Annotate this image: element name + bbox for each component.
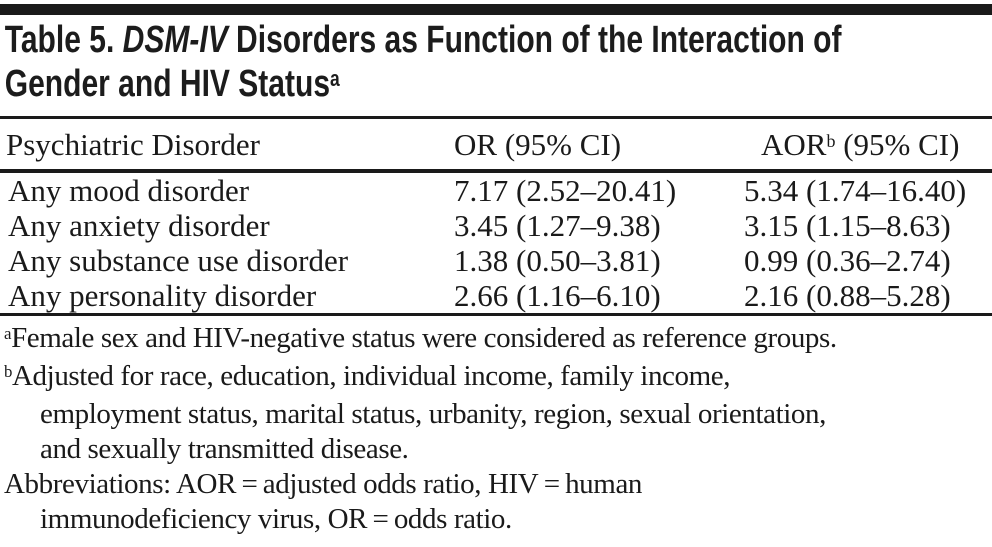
table-bottom-rule xyxy=(0,313,992,316)
footnote-text: and sexually transmitted disease. xyxy=(40,433,409,465)
table-header-row: Psychiatric Disorder OR (95% CI) AORb (9… xyxy=(0,119,992,173)
title-rest: Disorders as Function of the Interaction… xyxy=(227,19,842,61)
footnote-b-line3: and sexually transmitted disease. xyxy=(4,432,992,467)
footnote-b-line1: bAdjusted for race, education, individua… xyxy=(4,359,992,397)
column-header-or: OR (95% CI) xyxy=(454,119,744,173)
footnote-text: Female sex and HIV-negative status were … xyxy=(11,322,837,354)
cell-or: 7.17 (2.52–20.41) xyxy=(454,173,677,208)
title-prefix: Table 5. xyxy=(4,19,123,61)
footnote-text: immunodeficiency virus, OR = odds ratio. xyxy=(40,503,512,535)
table-row: Any substance use disorder 1.38 (0.50–3.… xyxy=(0,243,992,278)
table-title: Table 5. DSM-IV Disorders as Function of… xyxy=(0,15,842,116)
aor-label: AOR xyxy=(761,127,827,162)
column-header-aor: AORb (95% CI) xyxy=(744,119,992,173)
table-title-line2: Gender and HIV Statusa xyxy=(5,62,784,111)
footnote-abbreviations-line1: Abbreviations: AOR = adjusted odds ratio… xyxy=(4,467,992,502)
footnote-text: employment status, marital status, urban… xyxy=(40,398,826,430)
table-footnotes: aFemale sex and HIV-negative status were… xyxy=(0,316,992,537)
cell-disorder: Any mood disorder xyxy=(8,173,250,208)
results-table: Psychiatric Disorder OR (95% CI) AORb (9… xyxy=(0,119,992,313)
cell-aor: 0.99 (0.36–2.74) xyxy=(744,243,951,278)
footnote-b-line2: employment status, marital status, urban… xyxy=(4,397,992,432)
title-footnote-marker-a: a xyxy=(330,66,340,92)
cell-or: 1.38 (0.50–3.81) xyxy=(454,243,661,278)
footnote-marker-a: a xyxy=(4,324,12,344)
column-header-psychiatric-disorder: Psychiatric Disorder xyxy=(0,119,454,173)
table-title-line1: Table 5. DSM-IV Disorders as Function of… xyxy=(4,18,842,62)
table-row: Any personality disorder 2.66 (1.16–6.10… xyxy=(0,278,992,313)
title-divider-rule xyxy=(0,116,992,119)
aor-ci-label: (95% CI) xyxy=(835,127,960,162)
table-row: Any mood disorder 7.17 (2.52–20.41) 5.34… xyxy=(0,171,992,208)
aor-footnote-marker-b: b xyxy=(826,130,836,151)
cell-aor: 5.34 (1.74–16.40) xyxy=(744,173,967,208)
cell-or: 2.66 (1.16–6.10) xyxy=(454,278,661,313)
footnote-abbreviations-line2: immunodeficiency virus, OR = odds ratio. xyxy=(4,502,992,537)
title-italic-dsm: DSM-IV xyxy=(122,19,228,61)
top-rule-thick xyxy=(0,4,992,15)
footnote-a: aFemale sex and HIV-negative status were… xyxy=(4,321,992,359)
cell-disorder: Any personality disorder xyxy=(8,278,317,313)
cell-aor: 3.15 (1.15–8.63) xyxy=(744,208,951,243)
title-line2-text: Gender and HIV Status xyxy=(4,63,331,105)
footnote-text: Adjusted for race, education, individual… xyxy=(12,360,731,392)
table-row: Any anxiety disorder 3.45 (1.27–9.38) 3.… xyxy=(0,208,992,243)
cell-or: 3.45 (1.27–9.38) xyxy=(454,208,661,243)
cell-aor: 2.16 (0.88–5.28) xyxy=(744,278,951,313)
cell-disorder: Any substance use disorder xyxy=(8,243,349,278)
footnote-text: Abbreviations: AOR = adjusted odds ratio… xyxy=(4,468,643,500)
cell-disorder: Any anxiety disorder xyxy=(8,208,270,243)
footnote-marker-b: b xyxy=(4,362,13,382)
